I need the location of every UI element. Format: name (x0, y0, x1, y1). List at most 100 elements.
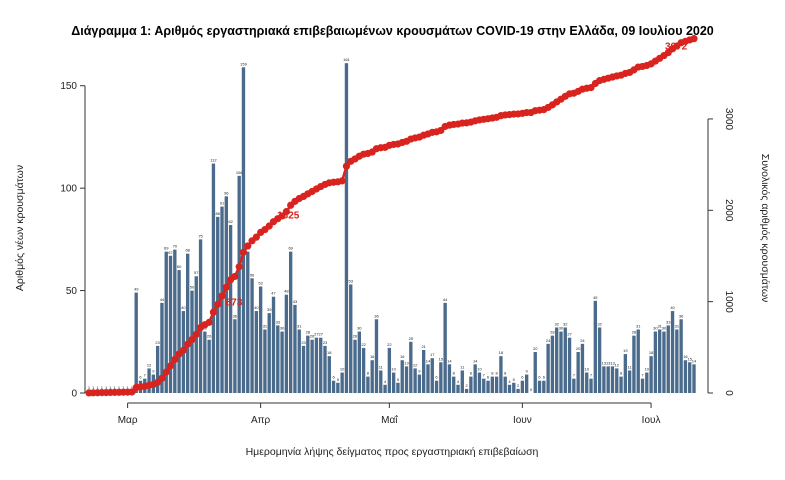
bar-value-label: 8 (491, 371, 494, 376)
bar (546, 343, 550, 393)
cumulative-point (222, 283, 230, 291)
bar (593, 300, 597, 393)
bar-value-label: 24 (546, 338, 551, 343)
bar (627, 370, 632, 393)
bar (396, 382, 400, 393)
bar-value-label: 16 (370, 354, 375, 359)
bar-value-label: 1 (105, 385, 108, 390)
bar (237, 175, 241, 393)
bar-value-label: 45 (593, 295, 598, 300)
bar-value-label: 1 (101, 385, 104, 390)
bar (344, 63, 349, 393)
bar-value-label: 11 (379, 364, 384, 369)
bar (267, 313, 271, 393)
bar-value-label: 32 (563, 321, 568, 326)
bar-value-label: 2 (517, 383, 520, 388)
bar-value-label: 10 (340, 367, 345, 372)
bar-value-label: 7 (590, 373, 593, 378)
bar (293, 304, 297, 393)
bar-value-label: 44 (160, 297, 165, 302)
bar-value-label: 39 (267, 307, 272, 312)
bar (207, 339, 211, 393)
x-tick-label: Απρ (251, 415, 271, 426)
bar (331, 380, 336, 393)
bar (391, 372, 396, 393)
cumulative-point (235, 263, 243, 271)
bar (662, 331, 666, 393)
bar (147, 368, 151, 393)
bar-value-label: 7 (144, 373, 147, 378)
cumulative-point (179, 346, 187, 354)
bar (640, 378, 645, 393)
bar (400, 360, 404, 393)
cumulative-annotations: 873 1825 3672 (226, 42, 688, 309)
bar-value-label: 112 (210, 158, 217, 163)
bar-value-label: 31 (636, 324, 641, 329)
bar-value-label: 15 (687, 356, 692, 361)
bar-value-label: 8 (496, 371, 499, 376)
bar-value-label: 5 (337, 377, 340, 382)
bar (469, 376, 473, 393)
bar-value-label: 16 (400, 354, 405, 359)
bar-value-label: 19 (623, 348, 628, 353)
cumulative-point (209, 308, 218, 316)
bar (164, 251, 168, 393)
bar (589, 378, 593, 393)
bar (417, 374, 422, 393)
bar (276, 325, 280, 393)
bar-value-label: 10 (391, 367, 396, 372)
bar-value-label: 14 (692, 358, 697, 363)
bar-value-label: 12 (147, 362, 152, 367)
bar (645, 372, 649, 393)
bar (160, 302, 164, 393)
bar-value-label: 1 (88, 385, 91, 390)
bar (572, 378, 576, 393)
bar-value-label: 31 (263, 324, 268, 329)
bar-value-label: 6 (543, 375, 546, 380)
bar (250, 278, 254, 393)
bar (173, 249, 177, 393)
bar-value-label: 6 (332, 375, 335, 380)
bar (366, 376, 370, 393)
bar-value-label: 25 (409, 336, 414, 341)
bar-value-label: 36 (374, 313, 379, 318)
bar (675, 329, 679, 393)
bar (542, 380, 546, 393)
bar (679, 319, 683, 393)
y2-tick-label: 1000 (723, 291, 734, 314)
bar (430, 358, 434, 393)
bar (310, 339, 314, 393)
cumulative-point (162, 368, 170, 376)
bar (288, 251, 293, 393)
bar-value-label: 159 (240, 61, 247, 66)
bar-value-label: 17 (430, 352, 435, 357)
bar-value-label: 6 (435, 375, 438, 380)
bar-value-label: 23 (323, 340, 328, 345)
y2-tick-label: 0 (723, 390, 734, 396)
bar (533, 352, 537, 393)
bar-value-label: 26 (310, 334, 315, 339)
bar (615, 368, 619, 393)
y-tick-label: 100 (60, 184, 77, 195)
bar-value-label: 11 (460, 364, 465, 369)
bar-value-label: 1 (122, 385, 125, 390)
cumulative-point (184, 340, 192, 348)
bar-value-label: 18 (327, 350, 332, 355)
cumulative-annotation: 873 (226, 297, 243, 308)
bar-value-label: 13 (404, 360, 409, 365)
bar-value-label: 32 (597, 321, 602, 326)
y2-tick-label: 3000 (723, 108, 734, 131)
bar-value-label: 28 (632, 330, 637, 335)
bar-value-label: 52 (258, 280, 263, 285)
bar-value-label: 30 (280, 326, 285, 331)
bar-value-label: 6 (538, 375, 541, 380)
bar (297, 329, 301, 393)
cumulative-point (338, 177, 346, 185)
cumulative-point (231, 272, 239, 281)
bar-value-label: 6 (521, 375, 524, 380)
bar (404, 366, 409, 393)
bar-value-label: 106 (236, 170, 243, 175)
bar (602, 366, 606, 393)
bar-value-label: 8 (620, 371, 623, 376)
cumulative-point (128, 388, 136, 396)
